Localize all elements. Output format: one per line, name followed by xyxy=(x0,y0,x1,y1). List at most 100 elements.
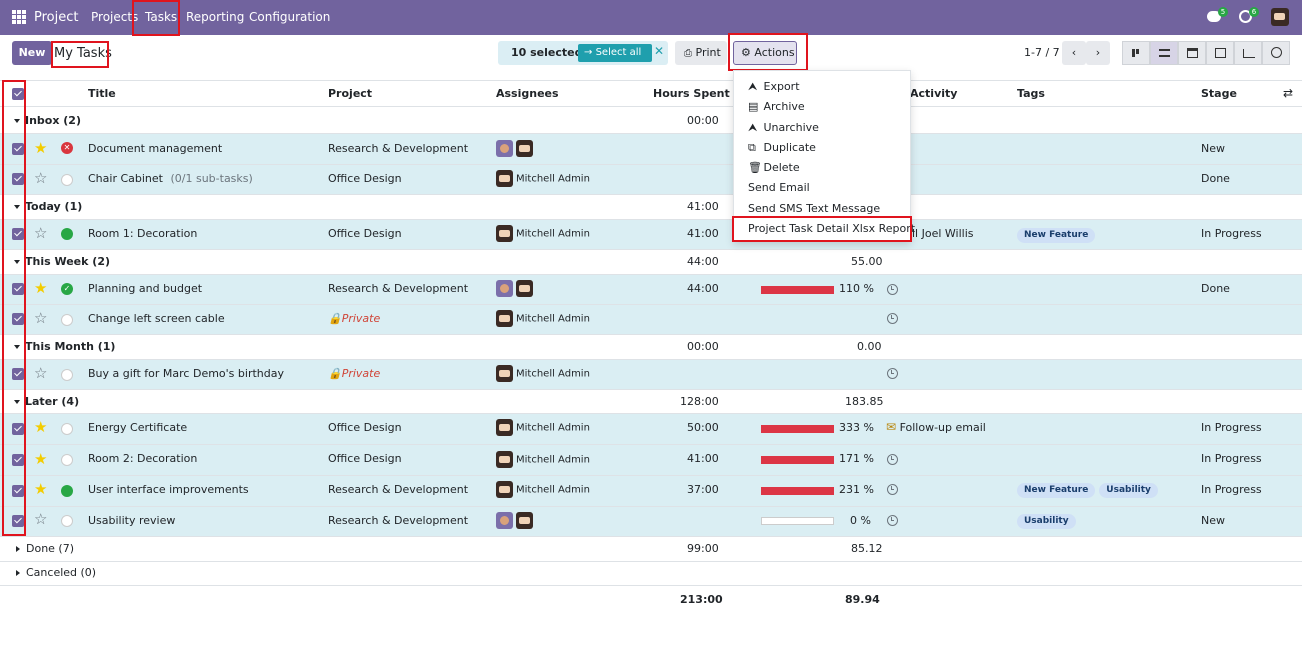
pivot-view-button[interactable] xyxy=(1206,41,1234,65)
col-hours-spent[interactable]: Hours Spent xyxy=(653,87,730,100)
star-filled-icon[interactable]: ★ xyxy=(34,139,48,157)
task-stage: New xyxy=(1201,142,1225,155)
group-row-inbox[interactable]: Inbox (2) 00:00 xyxy=(0,107,1302,134)
col-project[interactable]: Project xyxy=(328,87,373,100)
group-row-done[interactable]: Done (7) 99:00 85.12 xyxy=(0,537,1302,562)
table-row[interactable]: ☆ Buy a gift for Marc Demo's birthday 🔒P… xyxy=(0,360,1302,390)
row-checkbox[interactable] xyxy=(12,143,24,155)
status-approved-icon[interactable]: ✓ xyxy=(61,283,73,295)
col-activity[interactable]: Activity xyxy=(910,87,958,100)
status-normal-icon[interactable] xyxy=(61,454,73,466)
table-row[interactable]: ★ Room 2: Decoration Office Design Mitch… xyxy=(0,445,1302,476)
table-row[interactable]: ★ User interface improvements Research &… xyxy=(0,476,1302,507)
activity-clock-icon[interactable] xyxy=(887,454,898,465)
status-normal-icon[interactable] xyxy=(61,515,73,527)
pager-value[interactable]: 1-7 / 7 xyxy=(1024,46,1060,59)
status-done-icon[interactable] xyxy=(61,228,73,240)
activity-view-button[interactable] xyxy=(1262,41,1290,65)
activity-clock-icon[interactable] xyxy=(887,284,898,295)
graph-view-button[interactable] xyxy=(1234,41,1262,65)
col-tags[interactable]: Tags xyxy=(1017,87,1045,100)
table-row[interactable]: ☆ Change left screen cable 🔒Private Mitc… xyxy=(0,305,1302,335)
group-row-this-week[interactable]: This Week (2) 44:00 55.00 xyxy=(0,250,1302,275)
pager-prev-button[interactable]: ‹ xyxy=(1062,41,1086,65)
star-empty-icon[interactable]: ☆ xyxy=(34,364,48,382)
activity-clock-icon[interactable] xyxy=(887,313,898,324)
group-row-this-month[interactable]: This Month (1) 00:00 0.00 xyxy=(0,335,1302,360)
star-filled-icon[interactable]: ★ xyxy=(34,480,48,498)
group-row-later[interactable]: Later (4) 128:00 183.85 xyxy=(0,390,1302,414)
star-empty-icon[interactable]: ☆ xyxy=(34,510,48,528)
envelope-icon[interactable]: ✉ xyxy=(886,420,897,434)
kanban-view-button[interactable] xyxy=(1122,41,1150,65)
table-row[interactable]: ☆ Room 1: Decoration Office Design Mitch… xyxy=(0,220,1302,250)
menu-projects[interactable]: Projects xyxy=(91,10,139,24)
menu-item-export[interactable]: ⮝ Export xyxy=(748,80,800,94)
menu-configuration[interactable]: Configuration xyxy=(249,10,331,24)
table-row[interactable]: ☆ Usability review Research & Developmen… xyxy=(0,507,1302,537)
row-checkbox[interactable] xyxy=(12,313,24,325)
col-stage[interactable]: Stage xyxy=(1201,87,1237,100)
menu-item-send-email[interactable]: Send Email xyxy=(748,181,810,194)
group-label: This Month (1) xyxy=(14,340,115,353)
activity-clock-icon[interactable] xyxy=(887,515,898,526)
star-filled-icon[interactable]: ★ xyxy=(34,450,48,468)
apps-grid-icon[interactable] xyxy=(12,10,26,24)
menu-item-send-sms[interactable]: Send SMS Text Message xyxy=(748,202,880,215)
menu-item-delete[interactable]: 🗑 Delete xyxy=(748,161,800,174)
col-title[interactable]: Title xyxy=(88,87,116,100)
select-all-button[interactable]: → Select all 17 xyxy=(578,44,652,76)
column-settings-icon[interactable]: ⇄ xyxy=(1283,86,1294,100)
calendar-view-button[interactable] xyxy=(1178,41,1206,65)
star-filled-icon[interactable]: ★ xyxy=(34,279,48,297)
group-row-today[interactable]: Today (1) 41:00 xyxy=(0,195,1302,220)
status-blocked-icon[interactable]: ✕ xyxy=(61,142,73,154)
table-row[interactable]: ★ ✓ Planning and budget Research & Devel… xyxy=(0,275,1302,305)
activity-clock-icon[interactable] xyxy=(887,484,898,495)
progress-pct: 0 % xyxy=(850,514,871,527)
row-checkbox[interactable] xyxy=(12,368,24,380)
select-all-checkbox[interactable] xyxy=(12,88,24,100)
status-normal-icon[interactable] xyxy=(61,314,73,326)
row-checkbox[interactable] xyxy=(12,454,24,466)
new-button[interactable]: New xyxy=(12,41,52,65)
menu-item-archive[interactable]: ▤ Archive xyxy=(748,100,805,113)
row-checkbox[interactable] xyxy=(12,485,24,497)
app-name[interactable]: Project xyxy=(34,10,79,25)
menu-tasks[interactable]: Tasks xyxy=(145,10,178,24)
user-avatar[interactable] xyxy=(1271,8,1289,26)
group-row-canceled[interactable]: Canceled (0) xyxy=(0,562,1302,586)
close-selection-icon[interactable]: ✕ xyxy=(654,44,665,58)
unarchive-icon: ⮝ xyxy=(748,121,758,134)
select-all-label: Select all 17 xyxy=(584,47,642,76)
chat-icon[interactable] xyxy=(1207,11,1221,22)
activity-clock-icon[interactable] xyxy=(887,368,898,379)
row-checkbox[interactable] xyxy=(12,283,24,295)
assignees: Mitchell Admin xyxy=(496,310,590,327)
status-normal-icon[interactable] xyxy=(61,369,73,381)
pager-next-button[interactable]: › xyxy=(1086,41,1110,65)
row-checkbox[interactable] xyxy=(12,228,24,240)
row-checkbox[interactable] xyxy=(12,515,24,527)
star-empty-icon[interactable]: ☆ xyxy=(34,309,48,327)
menu-reporting[interactable]: Reporting xyxy=(186,10,245,24)
print-button[interactable]: ⎙ Print xyxy=(675,41,727,65)
actions-button[interactable]: ⚙ Actions xyxy=(733,41,797,65)
col-assignees[interactable]: Assignees xyxy=(496,87,559,100)
star-filled-icon[interactable]: ★ xyxy=(34,418,48,436)
star-empty-icon[interactable]: ☆ xyxy=(34,169,48,187)
list-view-button[interactable] xyxy=(1150,41,1178,65)
table-row[interactable]: ★ Energy Certificate Office Design Mitch… xyxy=(0,414,1302,445)
actions-label: Actions xyxy=(754,46,795,59)
star-empty-icon[interactable]: ☆ xyxy=(34,224,48,242)
row-checkbox[interactable] xyxy=(12,423,24,435)
table-row[interactable]: ☆ Chair Cabinet (0/1 sub-tasks) Office D… xyxy=(0,165,1302,195)
table-row[interactable]: ★ ✕ Document management Research & Devel… xyxy=(0,134,1302,165)
status-normal-icon[interactable] xyxy=(61,423,73,435)
status-done-icon[interactable] xyxy=(61,485,73,497)
status-normal-icon[interactable] xyxy=(61,174,73,186)
menu-item-duplicate[interactable]: ⧉ Duplicate xyxy=(748,141,816,155)
row-checkbox[interactable] xyxy=(12,173,24,185)
menu-item-unarchive[interactable]: ⮝ Unarchive xyxy=(748,121,819,135)
menu-item-xlsx-report[interactable]: Project Task Detail Xlsx Report xyxy=(748,222,915,235)
